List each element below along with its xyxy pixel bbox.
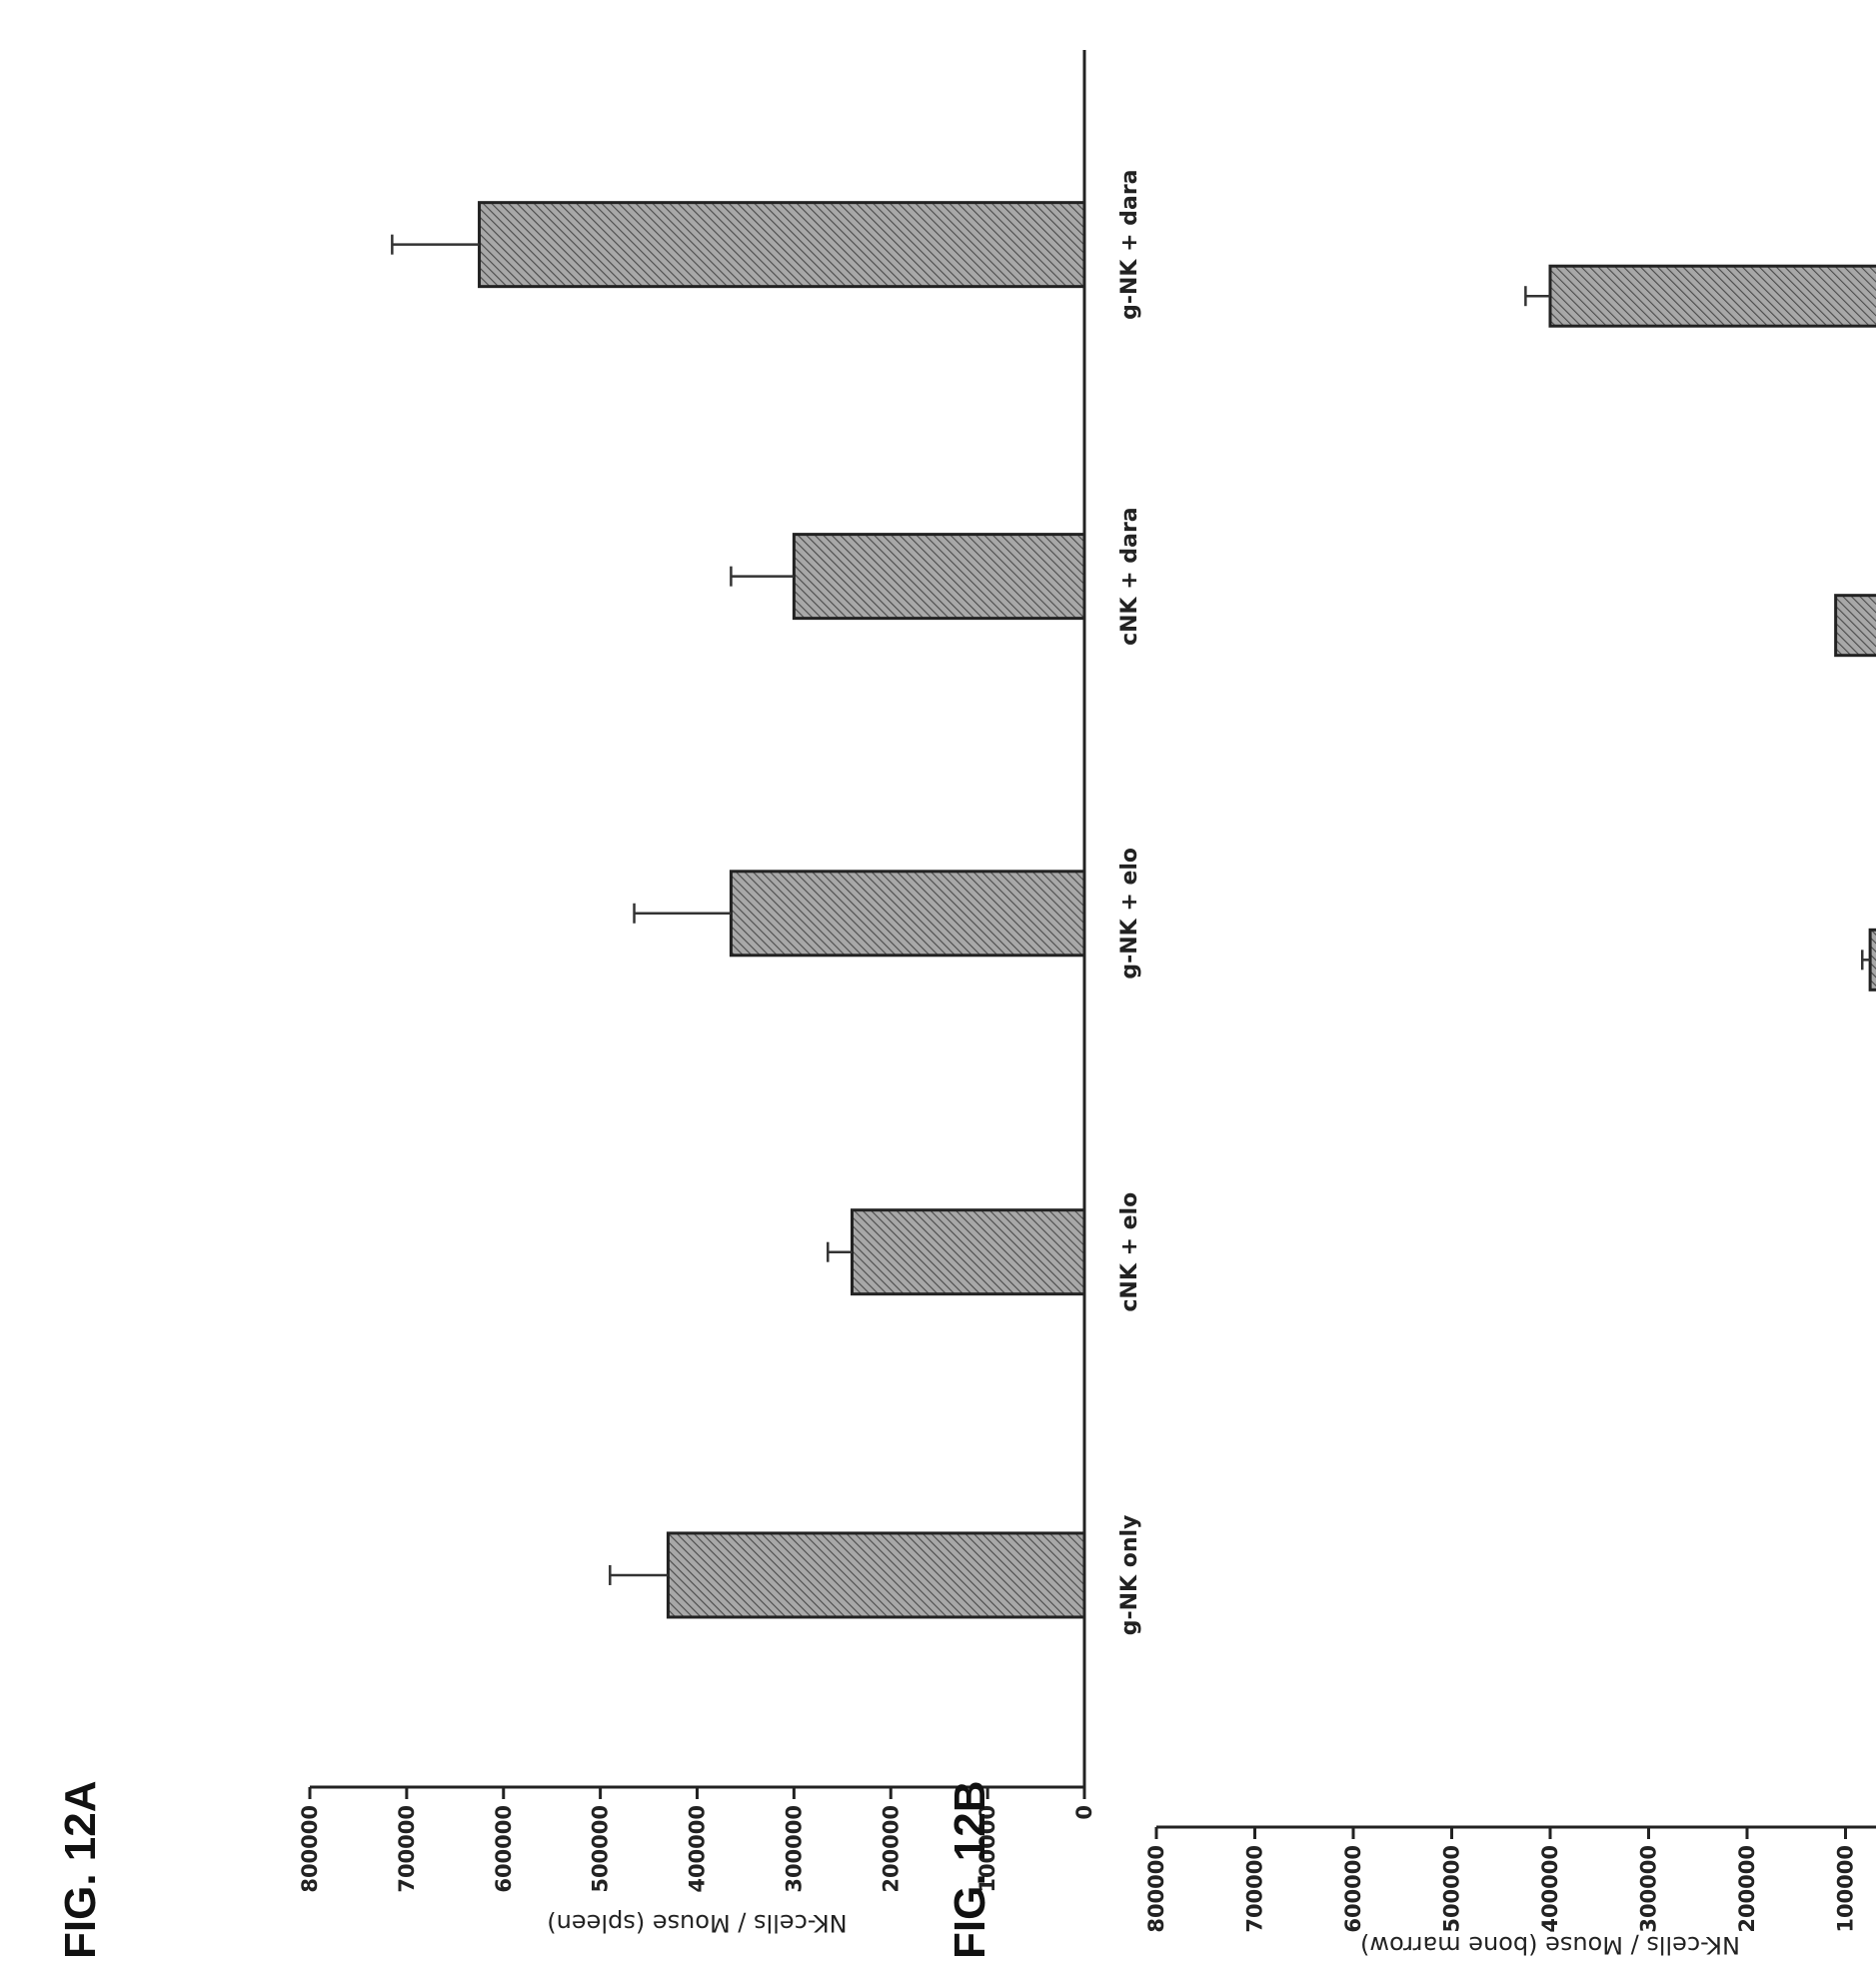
bar-12a xyxy=(851,1208,1086,1296)
bar-12b xyxy=(1868,928,1876,991)
y-axis-title-12b: NK-cells / Mouse (bone marrow) xyxy=(1360,1931,1740,1959)
category-label-12a: cNK + elo xyxy=(1117,1192,1142,1312)
chart-12b: FIG. 12B 0 100000 200000 300000 400000 500000… xyxy=(945,264,1876,1960)
figure-label-12a: FIG. 12A xyxy=(56,1781,105,1960)
bar-12b xyxy=(1834,594,1876,658)
bar-12a xyxy=(792,533,1086,621)
y-tick-label-12a: 400000 xyxy=(686,1805,710,1893)
bar-12a xyxy=(478,201,1086,289)
y-tick-label-12a: 300000 xyxy=(782,1805,806,1893)
category-label-12a: g-NK + dara xyxy=(1117,169,1142,319)
figure-label-12b: FIG. 12B xyxy=(945,1781,994,1960)
bar-12a xyxy=(666,1531,1086,1619)
y-tick-label-12b: 700000 xyxy=(1243,1845,1267,1933)
y-tick-label-12a: 500000 xyxy=(589,1805,613,1893)
category-label-12a: cNK + dara xyxy=(1117,507,1142,646)
category-label-12a: g-NK only xyxy=(1117,1515,1142,1636)
y-tick-label-12b: 100000 xyxy=(1834,1845,1858,1933)
y-tick-label-12b: 500000 xyxy=(1440,1845,1464,1933)
y-tick-label-12b: 600000 xyxy=(1341,1845,1365,1933)
y-tick-label-12a: 600000 xyxy=(492,1805,516,1893)
y-tick-label-12a: 100000 xyxy=(975,1805,999,1893)
bar-12b xyxy=(1548,264,1876,328)
y-tick-label-12b: 300000 xyxy=(1637,1845,1661,1933)
y-tick-label-12a: 800000 xyxy=(298,1805,322,1893)
plot-area-12b: 0100000200000300000400000500000600000700… xyxy=(1144,264,1876,1959)
y-tick-label-12a: 200000 xyxy=(879,1805,903,1893)
y-tick-label-12b: 400000 xyxy=(1538,1845,1562,1933)
y-axis-title-12a: NK-cells / Mouse (spleen) xyxy=(547,1909,847,1937)
y-tick-label-12a: 0 xyxy=(1072,1805,1096,1820)
chart-12a: FIG. 12A 0 100000 200000 300000 400000 500000… xyxy=(56,50,1142,1959)
y-tick-label-12a: 700000 xyxy=(395,1805,419,1893)
plot-area-12a: 0 100000 200000 300000 400000 500000 600000 700… xyxy=(298,50,1142,1937)
y-tick-label-12b: 200000 xyxy=(1735,1845,1759,1933)
category-label-12a: g-NK + elo xyxy=(1117,848,1142,980)
y-tick-label-12b: 800000 xyxy=(1144,1845,1168,1933)
bar-12a xyxy=(729,870,1086,958)
